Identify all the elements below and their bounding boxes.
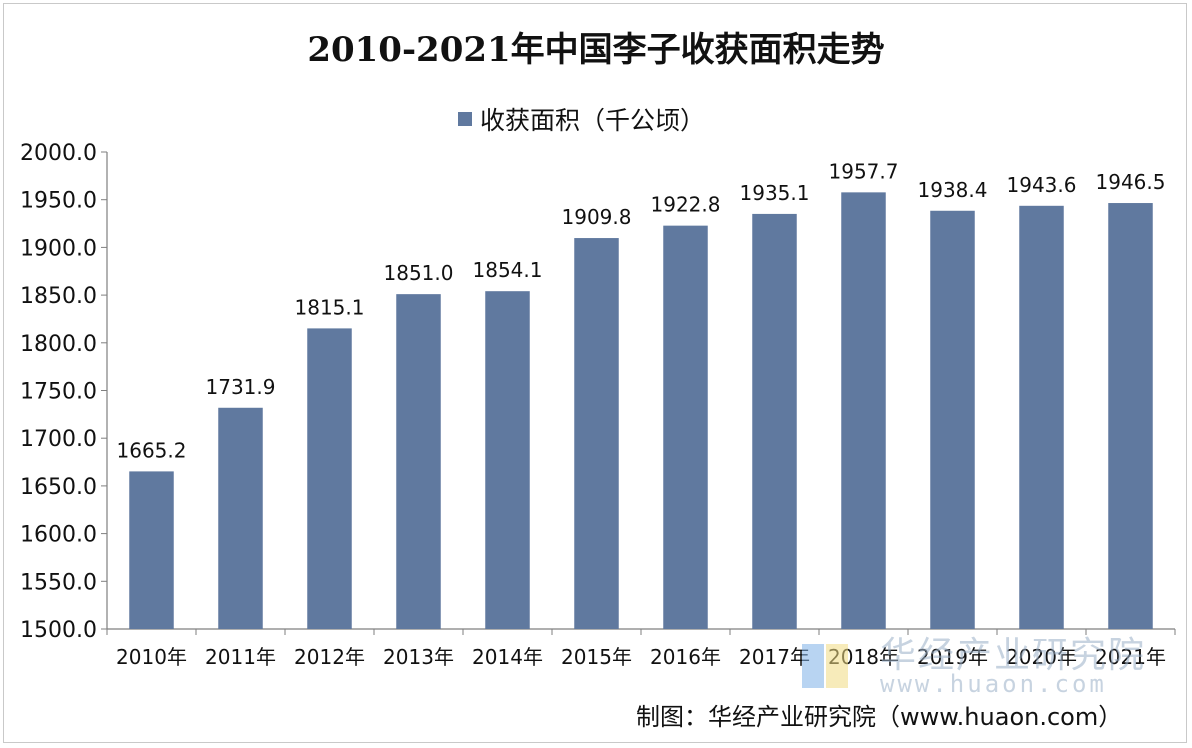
bar [841,192,886,630]
x-tick-label: 2016年 [650,645,721,669]
data-label: 1935.1 [740,181,810,205]
chart-title: 2010-2021年中国李子收获面积走势 [307,30,885,70]
data-label: 1815.1 [295,295,365,319]
watermark-text: 华经产业研究院 [880,635,1147,676]
source-note: 制图：华经产业研究院（www.huaon.com） [636,703,1123,731]
bar [1108,203,1153,629]
y-tick-label: 1850.0 [20,284,97,309]
x-tick-label: 2010年 [116,645,187,669]
y-tick-label: 2000.0 [20,141,97,166]
data-label: 1946.5 [1096,170,1166,194]
bar [574,238,619,630]
bar [129,471,174,629]
data-label: 1854.1 [473,258,543,282]
legend-label: 收获面积（千公顷） [480,106,706,135]
bar [485,291,530,629]
y-tick-label: 1700.0 [20,427,97,452]
y-tick-label: 1650.0 [20,475,97,500]
bar [307,328,352,629]
x-tick-label: 2015年 [561,645,632,669]
bar [663,225,708,629]
x-tick-label: 2020年 [1006,645,1077,669]
data-label: 1909.8 [562,205,632,229]
y-tick-label: 1750.0 [20,380,97,405]
bar [396,294,441,629]
x-tick-label: 2021年 [1095,645,1166,669]
bar [930,210,975,629]
bar [218,407,263,629]
bar [1019,205,1064,629]
watermark-url: www.huaon.com [880,670,1107,698]
data-label: 1922.8 [651,193,721,217]
data-label: 1943.6 [1007,173,1077,197]
x-tick-label: 2012年 [294,645,365,669]
y-tick-label: 1600.0 [20,523,97,548]
x-tick-label: 2011年 [205,645,276,669]
chart-frame [3,3,1187,743]
data-label: 1851.0 [384,261,454,285]
y-tick-label: 1550.0 [20,570,97,595]
data-label: 1665.2 [117,438,187,462]
data-label: 1938.4 [918,178,988,202]
y-tick-label: 1500.0 [20,618,97,643]
x-tick-label: 2014年 [472,645,543,669]
y-tick-label: 1900.0 [20,236,97,261]
watermark-logo [796,640,872,692]
legend: 收获面积（千公顷） [458,104,706,135]
x-tick-label: 2017年 [739,645,810,669]
x-tick-label: 2019年 [917,645,988,669]
bar [752,213,797,629]
legend-swatch [458,112,472,126]
data-label: 1957.7 [829,159,899,183]
y-tick-label: 1950.0 [20,189,97,214]
x-tick-label: 2013年 [383,645,454,669]
data-label: 1731.9 [206,375,276,399]
y-tick-label: 1800.0 [20,332,97,357]
